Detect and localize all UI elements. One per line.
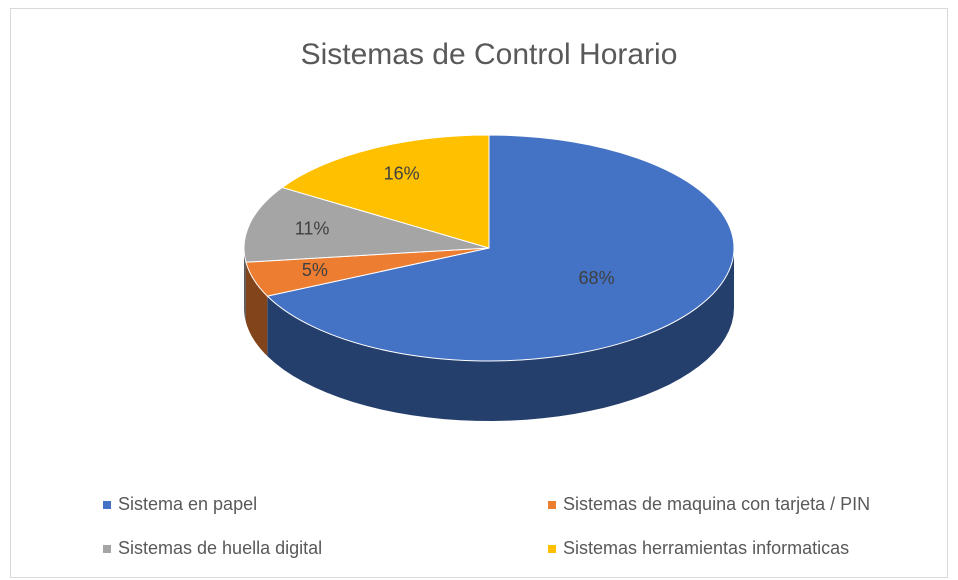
- legend-swatch: [103, 501, 111, 509]
- data-label: 11%: [295, 219, 330, 239]
- chart-title: Sistemas de Control Horario: [301, 38, 678, 71]
- slice: [281, 134, 490, 249]
- legend-label: Sistemas de huella digital: [118, 538, 322, 558]
- legend-label: Sistema en papel: [118, 494, 257, 514]
- slice-side: [244, 248, 246, 323]
- data-label: 68%: [579, 268, 615, 288]
- legend-swatch: [548, 545, 556, 553]
- data-label: 16%: [384, 163, 420, 183]
- legend-swatch: [103, 545, 111, 553]
- legend-swatch: [548, 501, 556, 509]
- legend-label: Sistemas de maquina con tarjeta / PIN: [563, 494, 870, 514]
- slice-side: [245, 262, 268, 357]
- slice: [243, 186, 490, 263]
- slice: [266, 134, 735, 362]
- legend-label: Sistemas herramientas informaticas: [563, 538, 849, 558]
- slice-side: [267, 248, 734, 421]
- data-label: 5%: [302, 260, 328, 280]
